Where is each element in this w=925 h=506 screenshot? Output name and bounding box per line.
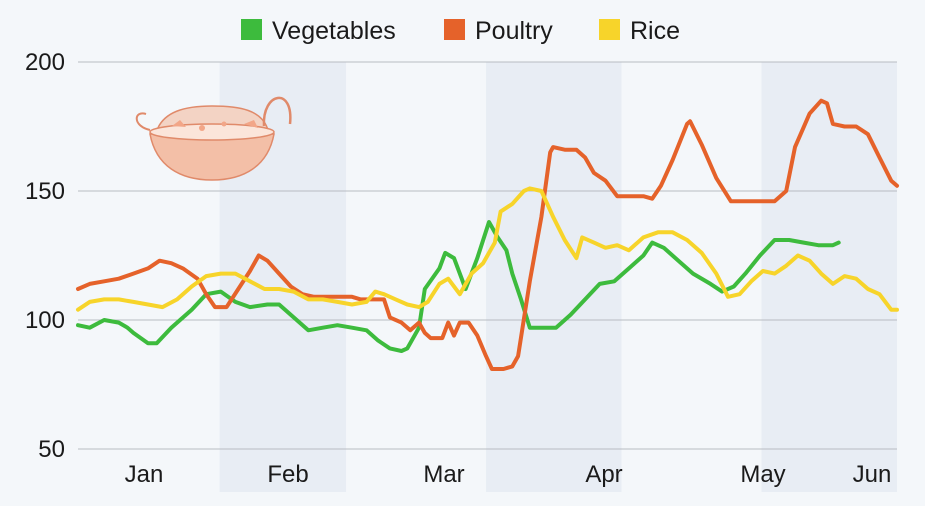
y-tick-label: 150 bbox=[25, 178, 65, 205]
series-line-vegetables bbox=[76, 220, 841, 353]
x-tick-label: Mar bbox=[423, 461, 464, 488]
legend-swatch-vegetables bbox=[241, 19, 262, 40]
y-gridlines bbox=[78, 61, 897, 450]
series-lines bbox=[76, 98, 899, 371]
legend-swatch-rice bbox=[599, 19, 620, 40]
series-line-rice bbox=[76, 186, 899, 312]
x-axis-labels: Jan Feb Mar Apr May Jun bbox=[125, 461, 892, 488]
shade-jun bbox=[761, 62, 897, 492]
legend-label-vegetables: Vegetables bbox=[272, 17, 396, 45]
x-tick-label: Jun bbox=[853, 461, 892, 488]
y-axis-labels: 200 150 100 50 bbox=[25, 49, 65, 463]
x-tick-label: Jan bbox=[125, 461, 164, 488]
series-line-poultry bbox=[76, 98, 899, 371]
y-tick-label: 50 bbox=[38, 436, 65, 463]
y-tick-label: 100 bbox=[25, 307, 65, 334]
shade-apr bbox=[486, 62, 622, 492]
y-tick-label: 200 bbox=[25, 49, 65, 76]
x-tick-label: Feb bbox=[267, 461, 308, 488]
cooking-pot-icon bbox=[135, 96, 292, 181]
legend: Vegetables Poultry Rice bbox=[241, 17, 680, 45]
month-shading bbox=[219, 62, 897, 492]
x-tick-label: May bbox=[740, 461, 785, 488]
legend-swatch-poultry bbox=[444, 19, 465, 40]
legend-label-rice: Rice bbox=[630, 17, 680, 45]
x-tick-label: Apr bbox=[585, 461, 622, 488]
legend-label-poultry: Poultry bbox=[475, 17, 553, 45]
